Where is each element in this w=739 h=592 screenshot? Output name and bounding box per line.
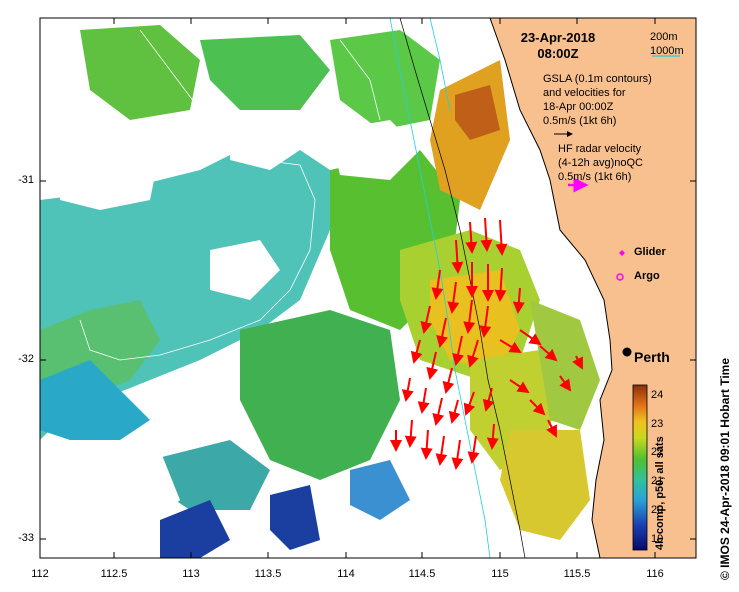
x-tick-label: 115: [491, 568, 509, 580]
plot-frame: [39, 17, 697, 559]
colorbar-tick-label: 21: [651, 475, 664, 487]
sst-field: [40, 25, 600, 558]
hf-legend: HF radar velocity (4-12h avg)noQC 0.5m/s…: [558, 142, 643, 184]
header-time: 08:00Z: [537, 46, 579, 61]
gsla-line-1: GSLA (0.1m contours): [543, 73, 652, 85]
x-tick-label: 116: [646, 568, 664, 580]
contour-200m: [399, 17, 526, 559]
y-tick-label: -33: [18, 532, 34, 544]
hf-radar-velocity-arrows: [390, 217, 583, 470]
x-tick-label: 112.5: [100, 568, 128, 580]
x-tick-label: 114.5: [408, 568, 436, 580]
y-tick-label: -32: [18, 353, 34, 365]
x-tick-label: 113.5: [254, 568, 282, 580]
gsla-line-2: and velocities for: [543, 87, 626, 99]
header-date: 23-Apr-2018: [520, 30, 596, 45]
contour-1000m: [389, 17, 491, 559]
hf-line-1: HF radar velocity: [558, 143, 642, 155]
header-datetime: 23-Apr-2018 08:00Z: [508, 30, 608, 62]
colorbar: [632, 384, 648, 551]
contour-legend: 200m 1000m: [650, 30, 684, 58]
gsla-legend: GSLA (0.1m contours) and velocities for …: [543, 72, 652, 128]
colorbar-tick-label: 22: [651, 446, 664, 458]
colorbar-tick-label: 24: [651, 389, 664, 401]
colorbar-label: 4h comp, p50, all sats: [654, 436, 666, 550]
contour-1000m-label: 1000m: [650, 45, 684, 57]
hf-line-3: 0.5m/s (1kt 6h): [558, 171, 632, 183]
argo-label: Argo: [634, 270, 660, 282]
colorbar-tick-label: 20: [651, 504, 664, 516]
perth-label: Perth: [634, 349, 670, 365]
colorbar-tick-label: 23: [651, 418, 664, 430]
hf-line-2: (4-12h avg)noQC: [558, 157, 643, 169]
y-tick-label: -31: [18, 174, 34, 186]
gsla-line-4: 0.5m/s (1kt 6h): [543, 115, 617, 127]
x-tick-label: 114: [337, 568, 355, 580]
argo-icon: [616, 273, 624, 281]
x-tick-label: 113: [182, 568, 200, 580]
gsla-contour: [79, 159, 316, 361]
colorbar-tick-label: 19: [651, 533, 664, 545]
glider-label: Glider: [634, 246, 666, 258]
perth-marker: [622, 347, 632, 357]
x-tick-label: 112: [31, 568, 49, 580]
credit-label: © IMOS 24-Apr-2018 09:01 Hobart Time: [718, 357, 732, 580]
glider-icon: [619, 250, 625, 256]
gsla-line-3: 18-Apr 00:00Z: [543, 101, 614, 113]
x-tick-label: 115.5: [563, 568, 591, 580]
contour-200m-label: 200m: [650, 31, 678, 43]
